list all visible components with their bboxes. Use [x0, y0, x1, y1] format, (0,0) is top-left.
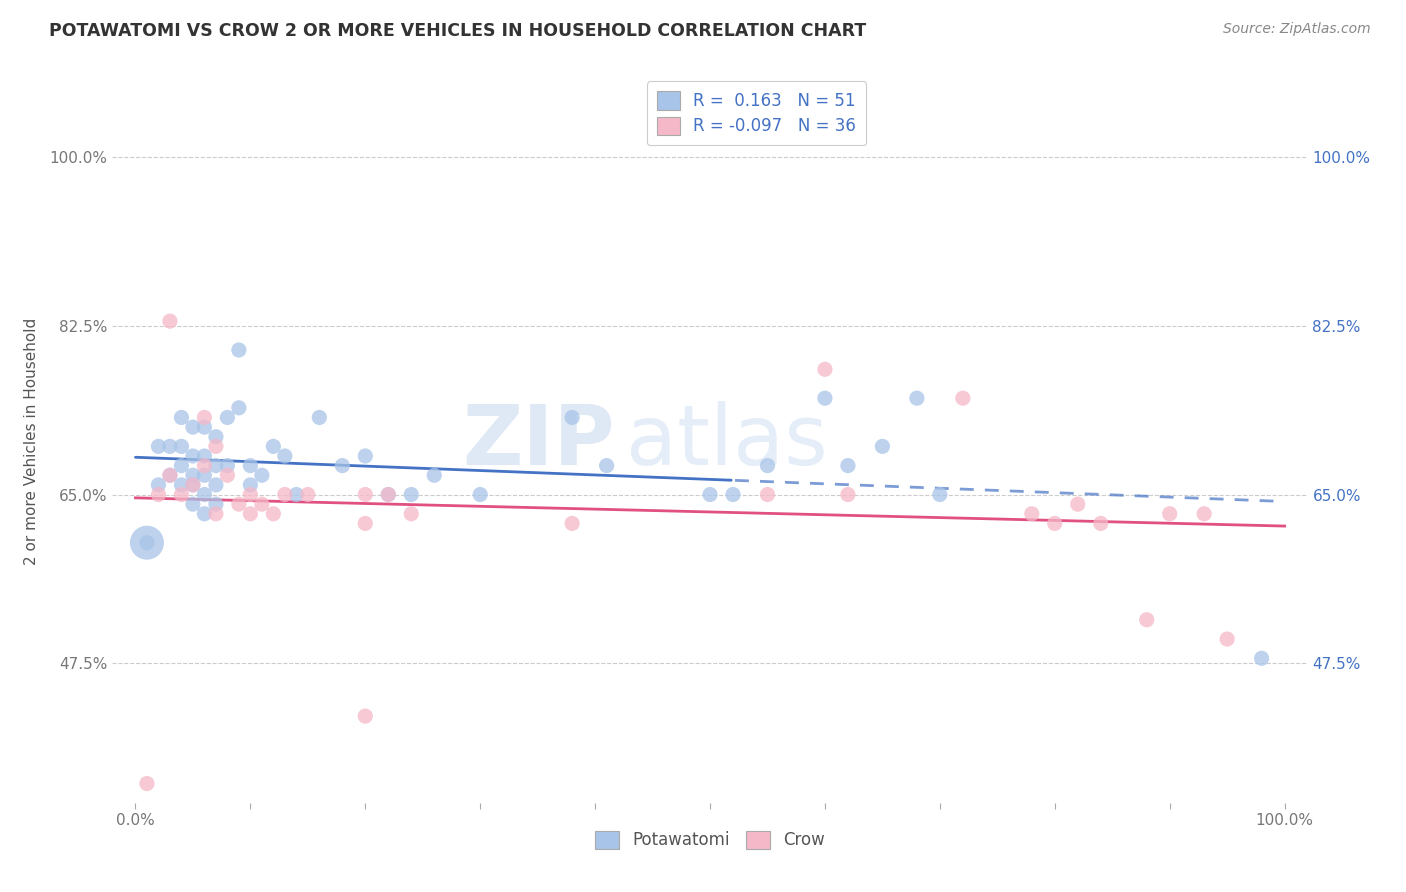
Point [181, 449, 204, 463]
Point [193, 449, 215, 463]
Point [217, 468, 239, 483]
Point [1090, 516, 1112, 531]
Point [205, 458, 228, 473]
Point [1043, 516, 1066, 531]
Point [148, 487, 170, 501]
Point [193, 487, 215, 501]
Point [401, 507, 423, 521]
Point [181, 468, 204, 483]
Point [837, 487, 859, 501]
Point [1250, 651, 1272, 665]
Point [1216, 632, 1239, 646]
Point [721, 487, 744, 501]
Point [136, 535, 159, 549]
Point [354, 487, 377, 501]
Text: atlas: atlas [627, 401, 828, 482]
Point [756, 458, 779, 473]
Point [756, 487, 779, 501]
Point [170, 478, 193, 492]
Point [217, 458, 239, 473]
Point [193, 410, 215, 425]
Point [377, 487, 399, 501]
Point [181, 478, 204, 492]
Legend: Potawatomi, Crow: Potawatomi, Crow [589, 824, 831, 856]
Point [148, 439, 170, 453]
Point [814, 362, 837, 376]
Point [239, 487, 262, 501]
Point [217, 410, 239, 425]
Point [1192, 507, 1215, 521]
Point [330, 458, 353, 473]
Point [170, 439, 193, 453]
Point [159, 314, 181, 328]
Point [274, 487, 297, 501]
Point [239, 458, 262, 473]
Point [193, 458, 215, 473]
Point [285, 487, 308, 501]
Point [595, 458, 617, 473]
Point [159, 468, 181, 483]
Point [159, 468, 181, 483]
Point [401, 487, 423, 501]
Point [274, 449, 297, 463]
Point [952, 391, 974, 405]
Text: Source: ZipAtlas.com: Source: ZipAtlas.com [1223, 22, 1371, 37]
Point [1136, 613, 1159, 627]
Point [170, 410, 193, 425]
Point [159, 439, 181, 453]
Point [1159, 507, 1181, 521]
Point [205, 430, 228, 444]
Point [250, 497, 273, 511]
Point [814, 391, 837, 405]
Point [872, 439, 894, 453]
Point [239, 507, 262, 521]
Point [205, 497, 228, 511]
Point [239, 478, 262, 492]
Point [228, 401, 250, 415]
Point [423, 468, 446, 483]
Point [561, 516, 583, 531]
Text: POTAWATOMI VS CROW 2 OR MORE VEHICLES IN HOUSEHOLD CORRELATION CHART: POTAWATOMI VS CROW 2 OR MORE VEHICLES IN… [49, 22, 866, 40]
Point [136, 535, 159, 549]
Point [193, 507, 215, 521]
Point [205, 507, 228, 521]
Point [181, 497, 204, 511]
Point [297, 487, 319, 501]
Point [377, 487, 399, 501]
Point [136, 776, 159, 790]
Text: ZIP: ZIP [463, 401, 614, 482]
Point [250, 468, 273, 483]
Point [193, 468, 215, 483]
Point [308, 410, 330, 425]
Point [228, 343, 250, 357]
Point [181, 420, 204, 434]
Point [205, 478, 228, 492]
Point [262, 439, 284, 453]
Point [699, 487, 721, 501]
Point [561, 410, 583, 425]
Point [354, 516, 377, 531]
Point [205, 439, 228, 453]
Point [170, 487, 193, 501]
Point [228, 497, 250, 511]
Y-axis label: 2 or more Vehicles in Household: 2 or more Vehicles in Household [24, 318, 38, 566]
Point [354, 709, 377, 723]
Point [837, 458, 859, 473]
Point [354, 449, 377, 463]
Point [193, 420, 215, 434]
Point [1067, 497, 1090, 511]
Point [170, 458, 193, 473]
Point [148, 478, 170, 492]
Point [181, 478, 204, 492]
Point [905, 391, 928, 405]
Point [470, 487, 492, 501]
Point [262, 507, 284, 521]
Point [1021, 507, 1043, 521]
Point [928, 487, 950, 501]
